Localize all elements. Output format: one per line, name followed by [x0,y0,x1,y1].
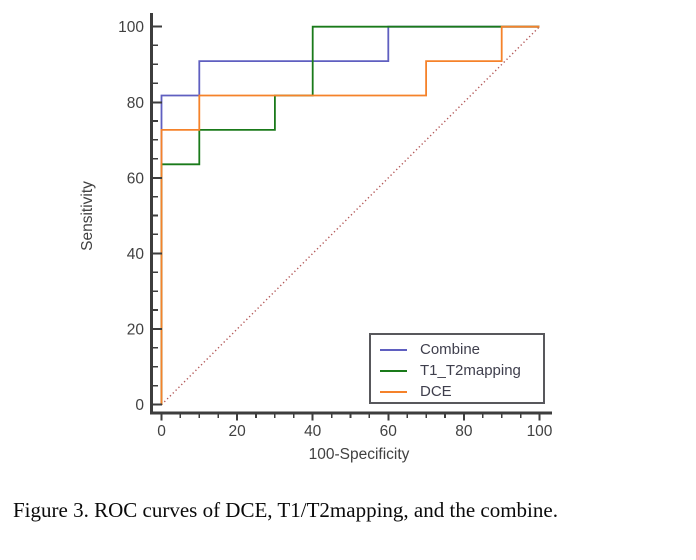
x-minor-tick [500,414,503,418]
y-major-tick [153,252,162,255]
y-minor-tick [153,214,158,217]
x-tick-label: 100 [527,423,553,440]
x-minor-tick [368,414,371,418]
y-minor-tick [153,290,158,292]
x-minor-tick [198,414,201,418]
x-major-tick [387,414,390,421]
y-minor-tick [153,44,158,47]
x-minor-tick [444,414,446,418]
y-minor-tick [153,309,158,311]
y-tick-label: 80 [127,95,145,112]
legend-label: Combine [420,341,481,358]
x-axis-title-text: 100-Specificity [308,446,410,463]
legend-box: Combine T1_T2mapping DCE [369,333,545,404]
y-minor-tick [153,271,158,273]
y-tick-label: 0 [135,397,144,414]
y-tick-label: 60 [127,170,145,187]
y-major-tick [153,328,162,331]
y-minor-tick [153,365,158,368]
roc-chart-figure: 0 20 40 60 80 100 0 20 40 60 80 100 Sensitivity 100… [79,13,553,464]
x-minor-tick [293,414,295,418]
x-tick-label: 40 [304,423,322,440]
legend-line-sample [380,348,407,351]
x-minor-tick [179,414,182,418]
legend-item-t1_t2mapping: T1_T2mapping [380,360,543,381]
legend-label: T1_T2mapping [420,362,521,379]
legend-label: DCE [420,383,452,400]
y-axis-line [150,13,153,415]
x-tick-label: 20 [228,423,246,440]
x-minor-tick [330,414,333,418]
y-minor-tick [153,233,158,236]
y-tick-label: 100 [118,19,144,36]
y-tick-label: 40 [127,246,145,263]
y-tick-label: 20 [127,322,145,339]
y-major-tick [153,101,162,104]
x-tick-label: 60 [380,423,398,440]
x-axis-line [150,411,552,415]
x-major-tick [311,414,314,421]
x-tick-label: 80 [455,423,473,440]
roc-plot-canvas: 0 20 40 60 80 100 0 20 40 60 80 100 [118,13,553,440]
y-axis-title-text: Sensitivity [79,181,96,251]
y-minor-tick [153,158,158,160]
x-axis-title: 100-Specificity [170,446,548,464]
legend-line-sample [380,369,407,372]
figure-caption: Figure 3. ROC curves of DCE, T1/T2mappin… [13,498,558,522]
roc-curve-t1_t2mapping [160,25,540,405]
y-minor-tick [153,82,158,84]
x-major-tick [236,414,239,421]
x-minor-tick [349,414,352,418]
x-major-tick [538,414,541,421]
x-tick-label: 0 [157,423,166,440]
y-axis-title: Sensitivity [79,170,97,262]
y-major-tick [153,25,162,28]
y-minor-tick [153,63,158,66]
y-minor-tick [153,347,158,349]
x-minor-tick [274,414,276,418]
y-major-tick [153,403,162,406]
x-minor-tick [482,414,484,418]
x-minor-tick [255,414,257,418]
x-major-tick [462,414,465,421]
legend-line-sample [380,390,407,393]
x-minor-tick [425,414,427,418]
x-minor-tick [519,414,522,418]
y-minor-tick [153,139,158,141]
roc-curve-dce [160,25,540,405]
legend-item-combine: Combine [380,339,543,360]
legend-item-dce: DCE [380,381,543,402]
y-major-tick [153,176,162,179]
y-minor-tick [153,120,158,122]
y-minor-tick [153,195,158,198]
reference-diagonal-line [161,26,540,406]
y-minor-tick [153,384,158,387]
x-minor-tick [406,414,408,418]
x-minor-tick [217,414,219,418]
x-major-tick [160,414,163,421]
